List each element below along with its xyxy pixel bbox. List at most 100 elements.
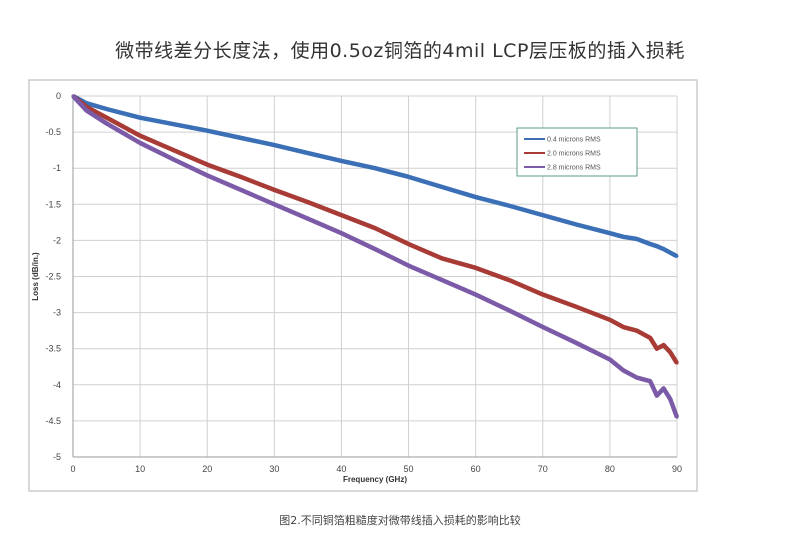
data-point-2: [621, 368, 625, 372]
data-point-1: [272, 188, 276, 192]
data-point-1: [574, 305, 578, 309]
data-point-2: [84, 108, 88, 112]
data-point-0: [574, 223, 578, 227]
data-point-2: [105, 121, 109, 125]
x-tick-label: 50: [404, 464, 414, 474]
y-tick-label: -1: [53, 163, 61, 173]
data-point-0: [668, 251, 672, 255]
data-point-2: [440, 278, 444, 282]
x-tick-label: 20: [202, 464, 212, 474]
data-point-0: [339, 159, 343, 163]
data-point-1: [648, 336, 652, 340]
data-point-1: [172, 148, 176, 152]
x-axis-label: Frequency (GHz): [343, 475, 407, 484]
data-point-1: [608, 318, 612, 322]
y-tick-label: -3: [53, 308, 61, 318]
legend-label-1: 2.0 microns RMS: [547, 151, 601, 158]
y-tick-label: -0.5: [45, 127, 61, 137]
data-point-1: [440, 256, 444, 260]
x-tick-label: 80: [605, 464, 615, 474]
data-point-1: [662, 343, 666, 347]
data-point-0: [272, 143, 276, 147]
data-point-1: [339, 213, 343, 217]
y-tick-label: -4.5: [45, 416, 61, 426]
data-point-0: [138, 116, 142, 120]
data-point-1: [668, 350, 672, 354]
data-point-2: [507, 308, 511, 312]
data-point-0: [541, 213, 545, 217]
data-point-1: [675, 361, 679, 365]
data-point-1: [407, 242, 411, 246]
data-point-2: [635, 376, 639, 380]
data-point-0: [608, 231, 612, 235]
data-point-0: [440, 185, 444, 189]
data-point-0: [239, 136, 243, 140]
data-point-2: [272, 202, 276, 206]
data-point-0: [655, 244, 659, 248]
data-point-2: [541, 325, 545, 329]
data-point-1: [474, 266, 478, 270]
data-point-2: [373, 247, 377, 251]
chart-title: 微带线差分长度法，使用0.5oz铜箔的4mil LCP层压板的插入损耗: [115, 40, 685, 62]
data-point-0: [205, 129, 209, 133]
figure-caption: 图2.不同铜箔粗糙度对微带线插入损耗的影响比较: [279, 514, 521, 527]
data-point-0: [105, 107, 109, 111]
data-point-2: [239, 188, 243, 192]
y-tick-label: -5: [53, 452, 61, 462]
data-point-1: [205, 163, 209, 167]
data-point-2: [71, 94, 75, 98]
y-tick-label: -1.5: [45, 199, 61, 209]
data-point-1: [105, 116, 109, 120]
x-tick-label: 40: [336, 464, 346, 474]
x-tick-label: 30: [269, 464, 279, 474]
data-point-0: [407, 175, 411, 179]
data-point-0: [373, 166, 377, 170]
data-point-0: [172, 122, 176, 126]
data-point-2: [306, 217, 310, 221]
data-point-0: [306, 151, 310, 155]
data-point-1: [138, 134, 142, 138]
x-tick-label: 60: [471, 464, 481, 474]
data-point-2: [172, 158, 176, 162]
data-point-2: [648, 379, 652, 383]
data-point-1: [541, 293, 545, 297]
data-point-0: [675, 254, 679, 258]
x-tick-label: 70: [538, 464, 548, 474]
data-point-1: [306, 200, 310, 204]
data-point-0: [662, 247, 666, 251]
data-point-2: [608, 358, 612, 362]
y-tick-label: 0: [56, 91, 61, 101]
legend-label-2: 2.8 microns RMS: [547, 165, 601, 172]
data-point-2: [407, 264, 411, 268]
data-point-0: [635, 237, 639, 241]
data-point-1: [507, 278, 511, 282]
data-point-1: [239, 175, 243, 179]
data-point-2: [339, 231, 343, 235]
data-point-2: [205, 173, 209, 177]
data-point-0: [621, 235, 625, 239]
x-tick-label: 90: [672, 464, 682, 474]
data-point-2: [675, 415, 679, 419]
y-axis-label: Loss (dB/in.): [31, 252, 40, 301]
y-tick-label: -4: [53, 380, 61, 390]
y-tick-label: -3.5: [45, 344, 61, 354]
data-point-2: [655, 394, 659, 398]
data-point-2: [574, 341, 578, 345]
data-point-1: [621, 325, 625, 329]
x-tick-label: 0: [70, 464, 75, 474]
y-tick-label: -2.5: [45, 272, 61, 282]
data-point-2: [668, 397, 672, 401]
data-point-0: [648, 242, 652, 246]
data-point-1: [655, 347, 659, 351]
y-tick-label: -2: [53, 235, 61, 245]
data-point-0: [507, 204, 511, 208]
data-point-2: [662, 386, 666, 390]
data-point-2: [474, 293, 478, 297]
data-point-1: [373, 226, 377, 230]
data-point-2: [138, 141, 142, 145]
data-point-0: [474, 195, 478, 199]
legend-label-0: 0.4 microns RMS: [547, 137, 601, 144]
x-tick-label: 10: [135, 464, 145, 474]
data-point-1: [635, 329, 639, 333]
